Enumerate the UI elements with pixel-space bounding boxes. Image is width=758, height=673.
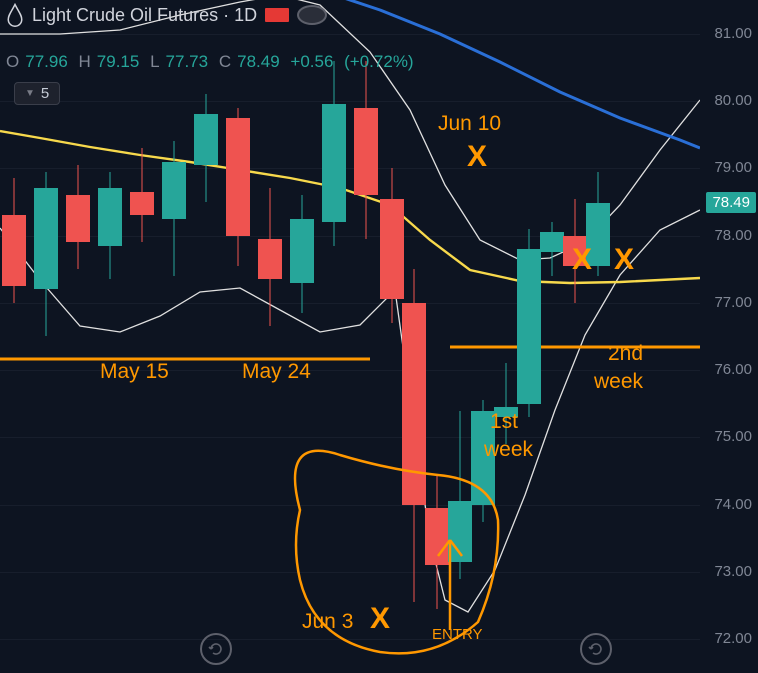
ohlc-readout: O 77.96 H 79.15 L 77.73 C 78.49 +0.56 (+0.72… [6,52,420,72]
candle [448,0,472,673]
annotation-may24: May 24 [242,360,311,384]
y-tick: 76.00 [714,361,752,378]
timeframe-dropdown[interactable]: ▼ 5 [14,82,60,105]
change-pct-value: (+0.72%) [344,52,413,71]
annotation-jun10: Jun 10 [438,112,501,136]
annotation-x2: X [572,243,592,277]
open-label: O [6,52,19,71]
high-label: H [79,52,91,71]
annotation-week1a: 1st [490,410,518,434]
y-tick: 78.00 [714,227,752,244]
y-tick: 80.00 [714,92,752,109]
candle [130,0,154,673]
last-price-tag: 78.49 [706,192,756,213]
flag-icon [265,8,289,22]
candle [563,0,587,673]
annotation-jun3: Jun 3 [302,610,353,634]
dropdown-value: 5 [41,85,49,102]
candle [290,0,314,673]
annotation-x1: X [467,140,487,174]
candle [66,0,90,673]
annotation-week2a: 2nd [608,342,643,366]
candle [322,0,346,673]
annotation-week1b: week [484,438,533,462]
nav-right-button[interactable] [580,633,612,665]
candle [258,0,282,673]
y-tick: 79.00 [714,159,752,176]
y-tick: 75.00 [714,428,752,445]
close-label: C [219,52,231,71]
candle [540,0,564,673]
y-tick: 72.00 [714,630,752,647]
annotation-week2b: week [594,370,643,394]
candle [380,0,404,673]
candle [494,0,518,673]
chart-header: Light Crude Oil Futures · 1D [6,0,327,30]
price-axis[interactable]: 81.00 80.00 79.00 78.00 77.00 76.00 75.00 74.00… [700,0,758,673]
candle [517,0,541,673]
y-tick: 73.00 [714,563,752,580]
candle [354,0,378,673]
visibility-icon[interactable] [297,5,327,25]
y-tick: 74.00 [714,496,752,513]
candlesticks [0,0,700,673]
annotation-may15: May 15 [100,360,169,384]
oil-drop-icon [6,3,24,27]
annotation-entry: ENTRY [432,626,483,643]
candle [425,0,449,673]
candle [226,0,250,673]
arrow-swirl-icon [208,641,224,657]
chevron-down-icon: ▼ [25,88,35,99]
candle [586,0,610,673]
candle [402,0,426,673]
close-value: 78.49 [237,52,280,71]
candle [162,0,186,673]
high-value: 79.15 [97,52,140,71]
symbol-title: Light Crude Oil Futures · 1D [32,5,257,26]
open-value: 77.96 [25,52,68,71]
candle [194,0,218,673]
low-label: L [150,52,159,71]
nav-left-button[interactable] [200,633,232,665]
candle [471,0,495,673]
candle [98,0,122,673]
annotation-x3: X [614,243,634,277]
y-tick: 81.00 [714,25,752,42]
change-value: +0.56 [290,52,333,71]
y-tick: 77.00 [714,294,752,311]
chart-area[interactable]: Light Crude Oil Futures · 1D O 77.96 H 79.… [0,0,700,673]
low-value: 77.73 [166,52,209,71]
arrow-swirl-icon [588,641,604,657]
annotation-x4: X [370,602,390,636]
